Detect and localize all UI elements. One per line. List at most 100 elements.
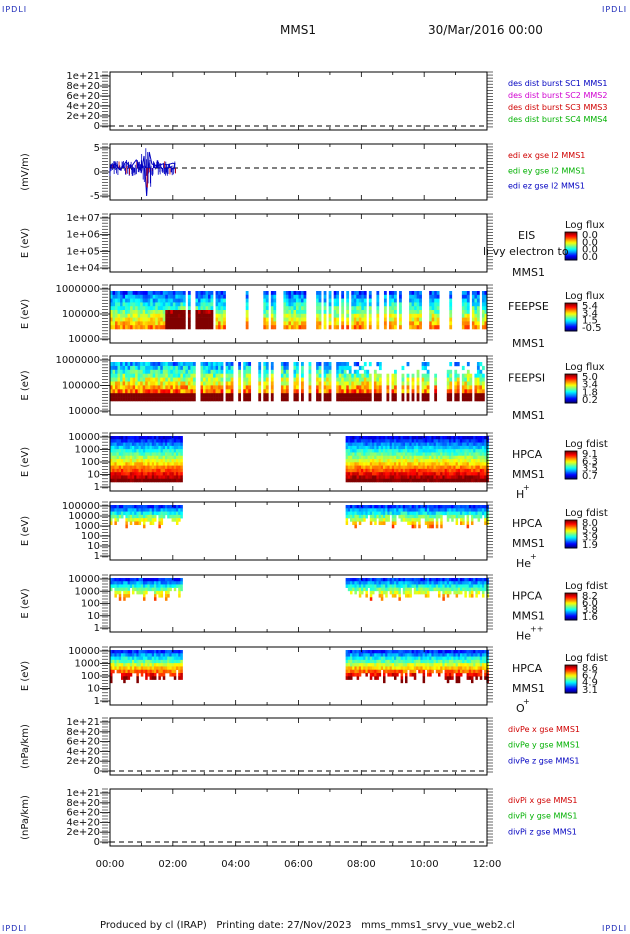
panel-feeps-i-heat-cell	[228, 385, 231, 390]
panel-hpca-h-heat-cell	[468, 468, 472, 473]
panel-hpca-he-heat-cell	[453, 511, 456, 516]
panel-hpca-hepp-heat-cell	[361, 581, 364, 585]
panel-hpca-hepp-heat-cell	[180, 581, 183, 585]
panel-hpca-he-heat-cell	[134, 505, 137, 509]
panel-feeps-i-heat-cell	[225, 393, 229, 398]
panel-feeps-i-heat-cell	[220, 369, 224, 374]
panel-feeps-i-heat-cell	[185, 377, 189, 382]
panel-hpca-he-heat-cell	[380, 514, 384, 519]
panel-hpca-h-heat-cell	[475, 439, 478, 443]
panel-hpca-hepp-heat-cell	[123, 597, 126, 601]
panel-feeps-e-heat-cell	[155, 321, 159, 326]
panel-feeps-e-heat-cell	[147, 317, 151, 322]
panel-hpca-h-heat-cell	[475, 468, 478, 473]
panel-feeps-i-heat-cell	[343, 373, 347, 378]
panel-feeps-e-heat-cell	[117, 310, 121, 315]
panel-hpca-he-heat-cell	[486, 508, 489, 512]
panel-feeps-i-heat-cell	[137, 377, 141, 382]
panel-hpca-h-heat-cell	[444, 472, 448, 476]
panel-hpca-hepp-heat-cell	[160, 590, 164, 595]
panel-feeps-i-heat-cell	[308, 365, 312, 371]
panel-feeps-i-heat-cell	[446, 373, 450, 378]
panel-hpca-hepp-heat-cell	[380, 587, 384, 592]
panel-hpca-h-heat-cell	[354, 439, 357, 443]
panel-feeps-i-heat-cell	[112, 389, 116, 394]
panel-feeps-i-heat-cell	[323, 377, 327, 382]
panel-feeps-e-spacecraft-label: MMS1	[512, 337, 545, 350]
panel-feeps-e-heat-cell	[273, 302, 277, 307]
panel-feeps-i-heat-cell	[341, 373, 345, 378]
panel-hpca-hepp-heat-cell	[138, 581, 142, 585]
panel-hpca-h-heat-cell	[413, 442, 417, 447]
panel-feeps-e-heat-cell	[363, 298, 367, 303]
panel-hpca-h-heat-cell	[112, 465, 115, 470]
panel-feeps-e-heat-cell	[416, 298, 420, 303]
panel-hpca-h-heat-cell	[173, 475, 177, 480]
panel-feeps-e-heat-cell	[333, 317, 337, 322]
panel-hpca-he-heat-cell	[387, 514, 390, 519]
panel-feeps-e-heat-cell	[187, 313, 191, 318]
panel-hpca-h-heat-cell	[345, 478, 349, 483]
panel-feeps-e-heat-cell	[353, 291, 357, 296]
panel-feeps-e-heat-cell	[265, 298, 269, 303]
panel-feeps-i-heat-cell	[456, 381, 460, 386]
panel-feeps-e-colorbar-cell	[565, 322, 577, 325]
panel-hpca-he-heat-cell	[376, 514, 379, 519]
panel-hpca-h-heat-cell	[140, 468, 144, 473]
panel-feeps-i-heat-cell	[202, 397, 206, 402]
panel-hpca-h-heat-cell	[424, 445, 428, 450]
panel-hpca-h-heat-cell	[446, 475, 450, 480]
panel-feeps-e-heat-cell	[391, 313, 395, 318]
panel-feeps-e-heat-cell	[120, 321, 123, 326]
panel-hpca-h-heat-cell	[173, 478, 177, 483]
panel-feeps-i-heat-cell	[285, 393, 289, 398]
panel-hpca-h-heat-cell	[110, 445, 113, 450]
panel-feeps-i-heat-cell	[162, 389, 166, 394]
panel-hpca-hepp-heat-cell	[378, 581, 382, 585]
panel-feeps-e-heat-cell	[162, 321, 166, 326]
panel-hpca-h-heat-cell	[400, 449, 404, 453]
panel-feeps-e-heat-cell	[283, 302, 287, 307]
panel-feeps-i-heat-cell	[117, 362, 121, 367]
panel-feeps-e-heat-cell	[145, 313, 148, 318]
panel-hpca-h-heat-cell	[435, 455, 439, 460]
panel-hpca-h-heat-cell	[367, 465, 371, 470]
panel-feeps-i-heat-cell	[293, 389, 297, 394]
panel-hpca-h-heat-cell	[418, 445, 421, 450]
panel-feeps-e-heat-cell	[388, 302, 392, 307]
panel-feeps-e-heat-cell	[135, 302, 138, 307]
panel-hpca-h-heat-cell	[369, 465, 373, 470]
panel-hpca-h-heat-cell	[158, 452, 161, 457]
panel-feeps-i-heat-cell	[454, 389, 458, 394]
panel-feeps-i-heat-cell	[137, 385, 141, 390]
panel-hpca-h-heat-cell	[365, 436, 368, 440]
panel-feeps-e-colorbar-title: Log flux	[565, 291, 605, 302]
panel-hpca-hepp-heat-cell	[378, 578, 382, 582]
panel-hpca-h-heat-cell	[365, 445, 368, 450]
panel-feeps-e-heat-cell	[316, 298, 319, 303]
panel-feeps-e-heat-cell	[182, 317, 186, 322]
panel-feeps-i-heat-cell	[358, 385, 362, 390]
panel-hpca-h-heat-cell	[453, 455, 456, 460]
panel-feeps-i-heat-cell	[283, 389, 287, 394]
panel-feeps-e-heat-cell	[285, 306, 289, 311]
panel-feeps-i-heat-cell	[464, 389, 468, 394]
panel-feeps-i-heat-cell	[140, 377, 143, 382]
panel-hpca-h-heat-cell	[457, 459, 461, 463]
panel-feeps-e-heat-cell	[165, 294, 169, 299]
panel-hpca-he-heat-cell	[367, 505, 371, 509]
panel-hpca-h-heat-cell	[169, 436, 172, 440]
panel-feeps-e-heat-cell	[318, 310, 322, 315]
panel-hpca-he-heat-cell	[162, 505, 166, 509]
panel-hpca-h-heat-cell	[169, 449, 172, 453]
panel-feeps-i-heat-cell	[137, 381, 141, 386]
panel-feeps-e-heat-cell	[202, 291, 206, 296]
panel-hpca-h-heat-cell	[361, 449, 364, 453]
panel-hpca-hepp-heat-cell	[398, 581, 401, 585]
panel-feeps-e-heat-cell	[140, 313, 143, 318]
panel-hpca-h-heat-cell	[151, 442, 155, 447]
panel-feeps-e-heat-cell	[323, 294, 327, 299]
panel-feeps-i-heat-cell	[180, 365, 184, 371]
panel-hpca-h-heat-cell	[459, 436, 463, 440]
panel-hpca-h-heat-cell	[426, 445, 430, 450]
